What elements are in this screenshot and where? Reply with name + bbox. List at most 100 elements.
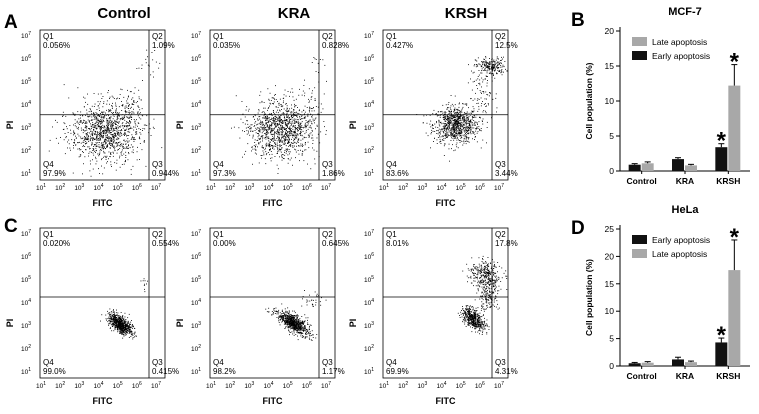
scatter-point xyxy=(285,133,287,135)
scatter-point xyxy=(488,72,490,74)
scatter-point xyxy=(489,92,490,93)
scatter-point xyxy=(450,135,452,137)
scatter-point xyxy=(495,97,497,99)
scatter-point xyxy=(137,146,138,148)
scatter-point xyxy=(455,115,457,116)
scatter-point xyxy=(93,144,95,145)
scatter-point xyxy=(286,322,288,323)
scatter-point xyxy=(298,328,300,330)
scatter-point xyxy=(472,133,474,134)
scatter-point xyxy=(288,128,290,130)
scatter-point xyxy=(110,314,112,315)
scatter-point xyxy=(110,110,112,111)
scatter-point xyxy=(278,320,280,322)
scatter-point xyxy=(111,330,113,332)
scatter-point xyxy=(117,323,119,325)
scatter-point xyxy=(444,111,446,113)
scatter-point xyxy=(248,108,250,110)
scatter-point xyxy=(277,124,279,126)
scatter-point xyxy=(286,139,288,141)
scatter-point xyxy=(128,326,130,328)
scatter-point xyxy=(123,320,125,322)
scatter-point xyxy=(461,114,462,116)
scatter-point xyxy=(128,145,129,146)
y-tick-label: 106 xyxy=(21,54,31,63)
scatter-point xyxy=(439,133,441,135)
scatter-point xyxy=(466,120,467,122)
scatter-point xyxy=(116,113,118,115)
scatter-point xyxy=(478,83,480,84)
y-tick-exponent: 3 xyxy=(28,123,31,129)
scatter-point xyxy=(309,334,311,336)
scatter-point xyxy=(98,119,99,121)
scatter-point xyxy=(284,137,286,139)
scatter-point xyxy=(488,67,490,69)
scatter-point xyxy=(281,132,283,134)
scatter-point xyxy=(261,112,263,113)
scatter-point xyxy=(460,131,462,133)
scatter-point xyxy=(270,124,272,125)
scatter-point xyxy=(471,127,473,129)
scatter-point xyxy=(121,318,122,320)
scatter-point xyxy=(313,57,315,58)
scatter-point xyxy=(262,111,264,112)
scatter-point xyxy=(132,139,134,140)
scatter-point xyxy=(314,98,316,100)
scatter-point xyxy=(92,159,93,161)
scatter-point xyxy=(471,89,473,91)
scatter-point xyxy=(296,325,297,327)
scatter-point xyxy=(445,133,447,135)
scatter-point xyxy=(305,331,307,333)
scatter-point xyxy=(249,128,251,130)
scatter-point xyxy=(116,324,117,326)
scatter-point xyxy=(124,325,126,326)
quadrant-label-q4: Q4 xyxy=(386,160,397,169)
scatter-point xyxy=(312,120,314,122)
scatter-point xyxy=(493,60,494,62)
scatter-point xyxy=(462,126,464,128)
scatter-point xyxy=(128,95,129,97)
scatter-point xyxy=(129,332,131,334)
y-tick-exponent: 7 xyxy=(198,31,201,37)
scatter-point xyxy=(287,135,289,137)
scatter-point xyxy=(325,130,327,132)
scatter-point xyxy=(463,119,465,121)
scatter-point xyxy=(450,140,452,141)
scatter-point xyxy=(275,139,277,141)
scatter-point xyxy=(299,128,301,130)
scatter-point xyxy=(310,126,312,128)
scatter-point xyxy=(297,150,299,151)
x-tick-exponent: 2 xyxy=(62,381,65,387)
scatter-point xyxy=(290,111,292,113)
scatter-point xyxy=(102,132,104,134)
scatter-point xyxy=(283,94,285,96)
scatter-point xyxy=(454,134,456,136)
scatter-point xyxy=(280,105,282,107)
scatter-point xyxy=(115,319,116,321)
scatter-point xyxy=(293,138,295,140)
scatter-point xyxy=(468,125,470,127)
scatter-point xyxy=(100,139,102,141)
scatter-point xyxy=(462,144,464,146)
scatter-point xyxy=(291,331,293,333)
scatter-point xyxy=(119,316,121,318)
scatter-point xyxy=(442,129,443,131)
scatter-point xyxy=(109,103,110,105)
scatter-point xyxy=(293,315,295,317)
scatter-point xyxy=(465,141,467,142)
scatter-point xyxy=(438,120,440,122)
scatter-point xyxy=(445,112,447,113)
scatter-point xyxy=(483,92,485,94)
scatter-point xyxy=(111,143,113,144)
scatter-point xyxy=(300,130,301,132)
scatter-point xyxy=(265,154,267,156)
scatter-point xyxy=(120,333,122,334)
scatter-point xyxy=(128,325,130,327)
y-tick-label: 102 xyxy=(21,344,31,353)
scatter-point xyxy=(80,120,82,122)
scatter-point xyxy=(268,138,270,139)
scatter-point xyxy=(136,68,138,69)
scatter-point xyxy=(310,132,312,134)
scatter-point xyxy=(266,115,268,117)
scatter-point xyxy=(297,133,299,135)
